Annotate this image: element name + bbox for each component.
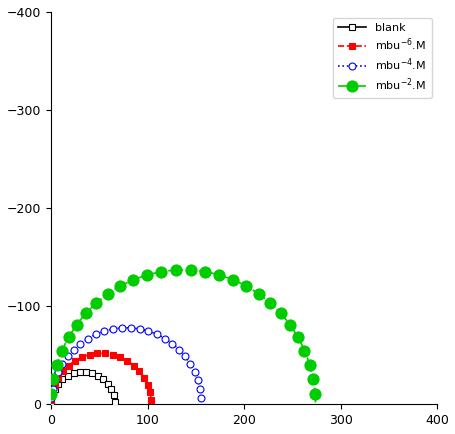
Legend: blank, mbu$^{-6}$.M, mbu$^{-4}$.M, mbu$^{-2}$.M: blank, mbu$^{-6}$.M, mbu$^{-4}$.M, mbu$^…	[332, 17, 430, 99]
